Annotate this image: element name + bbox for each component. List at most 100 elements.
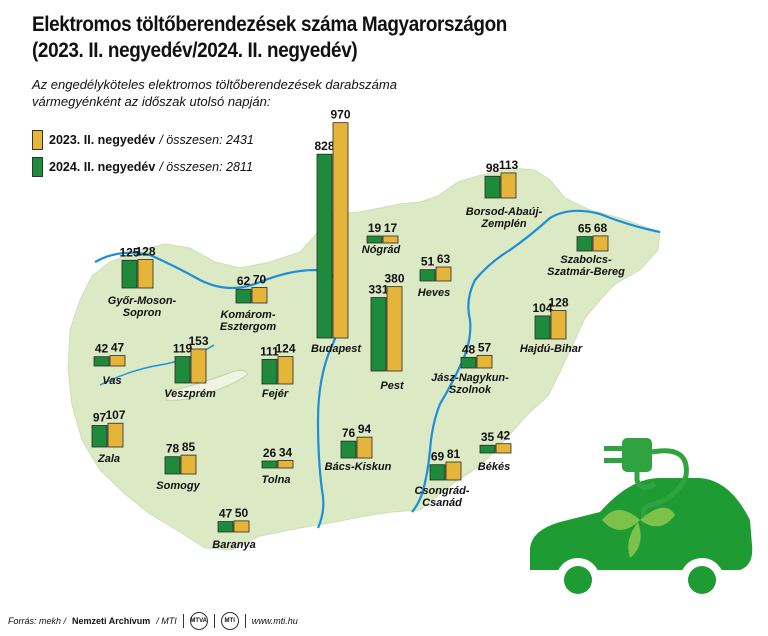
bar-2024-label: 48 [462, 342, 476, 356]
bar-2023 [277, 356, 294, 385]
county-group: 828 970 Budapest [311, 108, 362, 355]
bar-2024-label: 828 [314, 139, 334, 153]
hungary-land [67, 167, 661, 551]
bar-2024 [316, 153, 333, 339]
county-group: 78 85 Somogy [156, 440, 200, 492]
bar-2024-label: 51 [421, 255, 435, 269]
bar-2024-label: 76 [342, 426, 356, 440]
legend-total-2024: / összesen: 2811 [159, 160, 253, 174]
county-group: 97 107 Zala [91, 408, 126, 465]
bar-2023-label: 128 [135, 245, 155, 259]
bar-2024-label: 119 [173, 342, 193, 356]
bar-2023 [180, 454, 197, 475]
bar-2023-label: 970 [330, 108, 350, 122]
county-group: 51 63 Heves [418, 252, 452, 299]
bar-2024 [217, 521, 234, 533]
footer-divider-2 [213, 614, 215, 628]
footer-divider-3 [244, 614, 246, 628]
bar-2024-label: 62 [237, 274, 251, 288]
county-label: Fejér [262, 388, 289, 400]
county-label: Szabolcs-Szatmár-Bereg [547, 254, 625, 278]
bar-2023 [382, 235, 399, 244]
bar-2023-label: 81 [447, 447, 461, 461]
county-label: Budapest [311, 343, 362, 355]
bar-2024 [484, 175, 501, 199]
bar-2023 [500, 172, 517, 199]
county-label: Zala [97, 453, 120, 465]
bar-2024 [235, 288, 252, 304]
bar-2023 [495, 443, 512, 454]
bar-2023-label: 94 [358, 422, 372, 436]
county-label: Veszprém [164, 388, 216, 400]
tisza-river [411, 209, 661, 513]
bar-2024-label: 97 [93, 410, 107, 424]
footer-agency: / MTI [156, 616, 177, 626]
electric-car-illustration [530, 438, 753, 602]
county-group: 47 50 Baranya [212, 506, 255, 551]
bar-2024-label: 42 [95, 342, 109, 356]
bar-2024-label: 111 [260, 344, 279, 358]
bar-2023 [251, 287, 268, 304]
legend-label-2023: 2023. II. negyedév [49, 133, 156, 147]
legend-label-2024: 2024. II. negyedév [49, 160, 156, 174]
bar-2023-label: 17 [384, 221, 398, 235]
county-label: Csongrád-Csanád [415, 485, 470, 509]
bar-2023-label: 380 [384, 272, 404, 286]
car-rear-wheel-hub-icon [688, 566, 716, 594]
bar-2024 [576, 236, 593, 252]
bar-2024 [121, 259, 138, 289]
footer-source: Forrás: mekh / [8, 616, 67, 626]
bar-2024 [340, 440, 357, 459]
subtitle: Az engedélyköteles elektromos töltőberen… [32, 77, 397, 109]
bar-2023-label: 107 [105, 408, 125, 422]
county-label: Baranya [212, 539, 255, 551]
bar-2023 [356, 436, 373, 459]
county-label: Békés [478, 461, 510, 473]
county-group: 65 68 Szabolcs-Szatmár-Bereg [547, 221, 625, 278]
county-group: 19 17 Nógrád [362, 221, 401, 256]
bar-2024 [164, 456, 181, 475]
leaf-icon [602, 510, 640, 530]
bar-2023 [332, 122, 349, 339]
footer-divider [182, 614, 184, 628]
bar-2024 [261, 460, 278, 469]
legend-total-2023: / összesen: 2431 [159, 133, 254, 147]
title-line-2: (2023. II. negyedév/2024. II. negyedév) [32, 39, 358, 62]
bar-2023-label: 42 [497, 429, 511, 443]
county-label: Komárom-Esztergom [220, 309, 276, 333]
bar-2023-label: 128 [548, 296, 568, 310]
county-label: Győr-Moson-Sopron [108, 295, 177, 319]
bar-2024-label: 47 [219, 507, 233, 521]
page-title: Elektromos töltőberendezések száma Magya… [32, 12, 716, 64]
car-body-icon [530, 478, 753, 570]
county-group: 98 113 Borsod-Abaúj-Zemplén [466, 158, 543, 230]
county-group: 76 94 Bács-Kiskun [325, 422, 392, 473]
bar-2024 [261, 358, 278, 385]
county-label: Bács-Kiskun [325, 461, 392, 473]
bar-2024-label: 331 [368, 283, 388, 297]
bar-2023-label: 124 [275, 341, 295, 355]
leaf-icon-3 [628, 522, 641, 558]
county-label: Vas [102, 375, 121, 387]
bar-2023 [476, 354, 493, 369]
bar-2023 [109, 355, 126, 367]
bar-2024-label: 69 [431, 450, 445, 464]
legend-item-2024: 2024. II. negyedév / összesen: 2811 [32, 157, 253, 177]
bar-2023 [277, 460, 294, 469]
bar-2024-label: 104 [532, 301, 552, 315]
county-group: 42 47 Vas [93, 341, 126, 387]
bar-2023-label: 47 [111, 341, 125, 355]
car-front-wheel-hub-icon [564, 566, 592, 594]
bar-2024-label: 78 [166, 442, 180, 456]
title-line-1: Elektromos töltőberendezések száma Magya… [32, 13, 507, 36]
leaf-icon-2 [640, 507, 675, 527]
bar-2023 [550, 310, 567, 340]
bar-2023 [445, 461, 462, 481]
bar-2023-label: 34 [279, 445, 293, 459]
bar-2024-label: 125 [119, 245, 139, 259]
